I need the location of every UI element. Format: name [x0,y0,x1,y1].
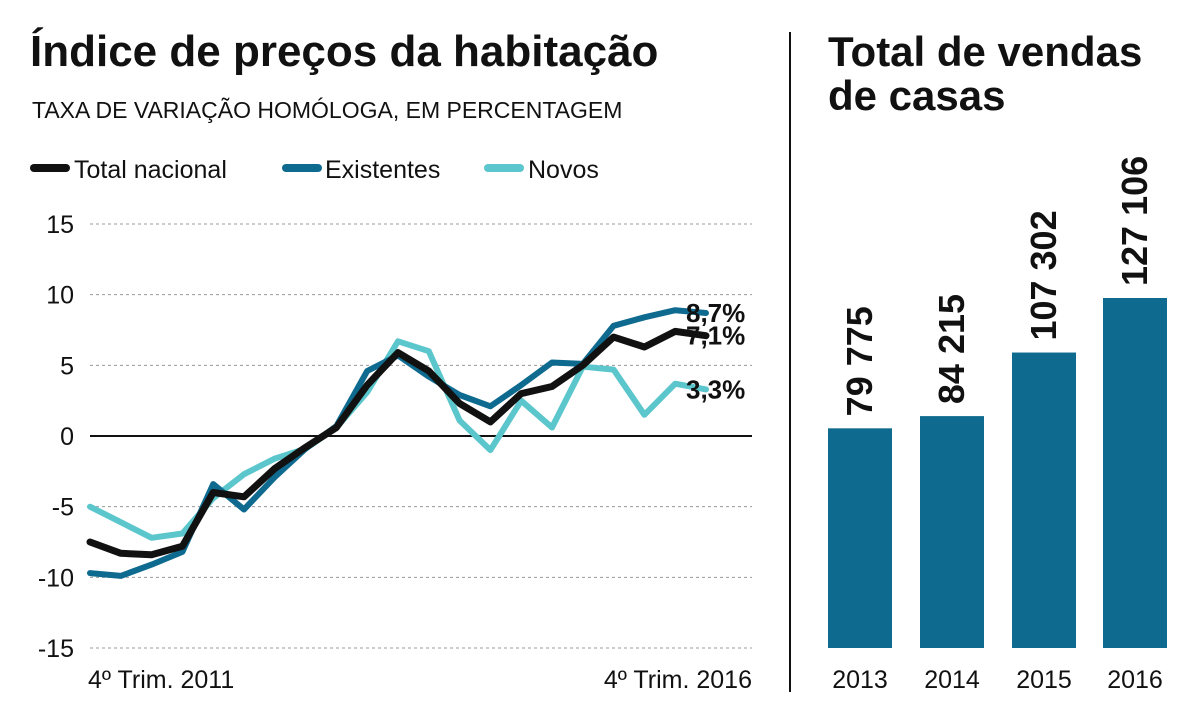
bar-series: 79 775 2013 84 215 2014 107 302 2015 127 106 20… [828,156,1167,694]
bar-2015 [1012,353,1076,648]
x-label-start: 4º Trim. 2011 [88,666,234,694]
bar-chart-title-line2: de casas [828,72,1005,119]
bar-2013 [828,428,892,648]
bar-value-label: 107 302 [1023,210,1064,340]
bar-2016 [1103,298,1167,648]
legend-label-existentes: Existentes [325,156,440,184]
legend: Total nacional Existentes Novos [34,156,599,184]
bar-category-label: 2013 [832,666,888,694]
y-tick-label: 0 [60,423,74,451]
y-tick-label: -10 [38,564,74,592]
end-label-novos: 3,3% [686,374,745,404]
y-tick-label: -15 [38,635,74,663]
end-labels: 7,1%8,7%3,3% [686,298,745,404]
x-label-end: 4º Trim. 2016 [604,666,752,694]
bar-value-label: 127 106 [1114,156,1155,286]
y-tick-label: 5 [60,352,74,380]
y-axis-ticks: 15 10 5 0 -5 -10 -15 [38,211,74,663]
line-chart-title: Índice de preços da habitação [30,26,658,76]
bar-chart-title-line1: Total de vendas [828,28,1142,75]
line-chart-subtitle: TAXA DE VARIAÇÃO HOMÓLOGA, EM PERCENTAGE… [32,97,622,123]
legend-label-novos: Novos [528,156,599,184]
legend-label-total: Total nacional [74,156,227,184]
y-tick-label: 10 [46,282,74,310]
series-line-novos [90,341,706,538]
bar-2014 [920,416,984,648]
bar-category-label: 2015 [1016,666,1072,694]
end-label-existentes: 8,7% [686,298,745,328]
infographic: Índice de preços da habitação TAXA DE VA… [0,0,1199,721]
bar-value-label: 79 775 [839,306,880,416]
y-tick-label: -5 [52,494,74,522]
line-series [90,310,706,576]
bar-category-label: 2016 [1107,666,1163,694]
bar-category-label: 2014 [924,666,980,694]
bar-value-label: 84 215 [931,294,972,404]
y-tick-label: 15 [46,211,74,239]
gridlines [90,224,752,648]
